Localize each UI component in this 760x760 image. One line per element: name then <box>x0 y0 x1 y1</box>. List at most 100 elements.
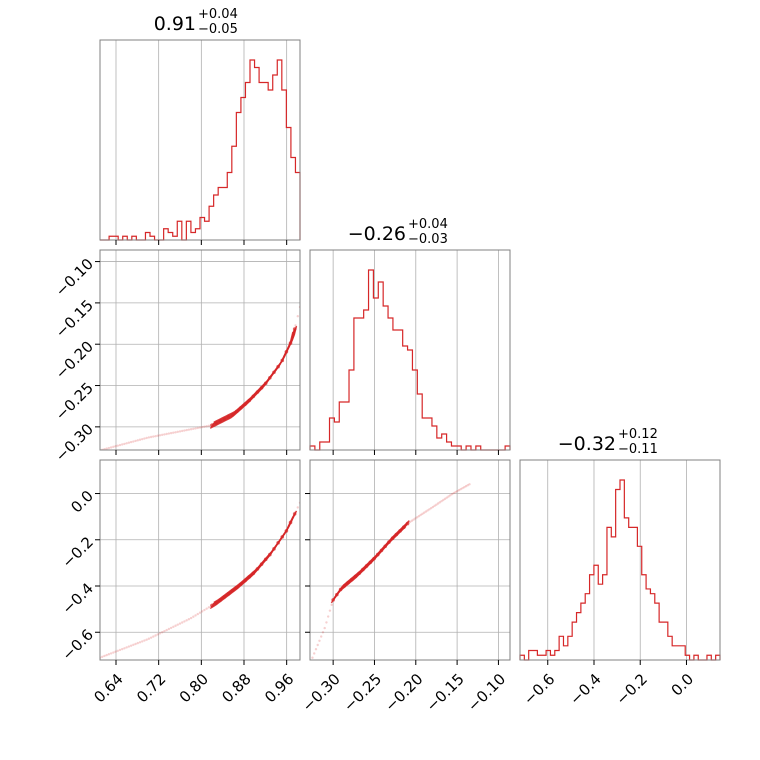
x-tick-label-1-4: −0.10 <box>464 670 509 715</box>
core-point-2-1-16 <box>361 567 365 572</box>
sample-point-2-1-67 <box>428 508 431 511</box>
core-point-2-0-20 <box>251 571 256 576</box>
sample-point-2-0-19 <box>141 640 144 643</box>
sample-point-1-0-46 <box>201 425 204 429</box>
sample-point-2-1-11 <box>330 603 333 607</box>
sample-point-1-0-22 <box>147 436 151 439</box>
sample-point-2-1-6 <box>321 631 325 634</box>
sample-point-2-1-83 <box>456 489 459 493</box>
sample-point-2-1-79 <box>449 494 452 497</box>
core-point-2-0-14 <box>239 582 243 586</box>
histogram-2 <box>519 479 721 661</box>
core-point-2-1-18 <box>364 564 369 568</box>
sample-point-2-1-89 <box>466 484 469 487</box>
sample-point-2-0-5 <box>109 652 113 655</box>
sample-point-2-1-59 <box>414 517 417 520</box>
contour-line-1-0-4 <box>209 331 294 429</box>
sample-point-2-1-1 <box>313 652 316 655</box>
x-tick-label-2-2: −0.2 <box>612 670 650 708</box>
sample-point-2-0-33 <box>172 625 175 629</box>
core-point-2-1-8 <box>346 580 350 585</box>
sample-point-2-1-5 <box>320 635 323 638</box>
sample-point-1-0-47 <box>203 425 206 428</box>
sample-point-2-0-22 <box>147 637 151 640</box>
sample-point-2-1-2 <box>314 648 318 651</box>
core-point-2-0-28 <box>268 552 272 557</box>
sample-point-2-1-66 <box>426 509 429 512</box>
sample-point-2-0-15 <box>132 643 135 647</box>
sample-point-2-0-32 <box>169 626 173 630</box>
scatter-panel-2-0 <box>100 501 300 659</box>
contour-line-2-0-0 <box>213 510 298 604</box>
y-tick-label-1-0: −0.30 <box>52 420 97 465</box>
panel-title-minus-2: −0.11 <box>618 442 658 457</box>
core-point-2-0-10 <box>230 588 235 593</box>
core-point-1-0-20 <box>251 394 256 399</box>
core-point-1-0-40 <box>292 327 297 331</box>
sample-point-2-0-14 <box>129 644 133 647</box>
x-tick-label-0-1: 0.72 <box>133 670 169 706</box>
contour-line-2-0-1 <box>212 512 297 605</box>
sample-point-2-0-37 <box>181 621 184 624</box>
core-point-2-0-4 <box>218 598 223 602</box>
core-point-2-1-4 <box>338 587 343 592</box>
core-point-2-1-28 <box>383 544 388 549</box>
sample-point-1-0-36 <box>178 430 182 433</box>
sample-point-2-0-16 <box>134 642 137 646</box>
sample-point-2-0-18 <box>138 641 142 644</box>
sample-point-1-0-39 <box>185 428 188 432</box>
sample-point-1-0-19 <box>141 437 144 441</box>
sample-point-2-1-0 <box>311 656 314 659</box>
sample-point-1-0-13 <box>127 441 131 444</box>
x-tick-label-0-3: 0.88 <box>218 670 254 706</box>
core-point-2-0-40 <box>292 512 297 516</box>
core-point-2-1-40 <box>405 521 410 526</box>
sample-point-1-0-7 <box>114 445 117 448</box>
sample-point-2-0-36 <box>178 622 182 625</box>
sample-point-1-0-25 <box>154 434 157 438</box>
sample-point-2-0-10 <box>121 647 124 651</box>
sample-point-2-1-81 <box>452 491 455 495</box>
panel-title-minus-1: −0.03 <box>408 232 448 247</box>
sample-point-1-0-40 <box>187 428 191 431</box>
sample-point-2-0-17 <box>136 641 139 645</box>
sample-point-2-0-8 <box>116 649 119 653</box>
core-point-2-0-0 <box>210 603 214 608</box>
sample-point-1-0-35 <box>176 430 179 434</box>
sample-point-2-1-65 <box>424 510 428 513</box>
sample-point-1-0-8 <box>116 444 119 447</box>
sample-point-2-0-25 <box>154 634 157 637</box>
grid-layer <box>100 40 687 660</box>
sample-point-1-0-9 <box>118 443 122 447</box>
contour-line-2-0-2 <box>211 513 296 607</box>
sample-point-1-0-14 <box>129 440 133 444</box>
sample-point-1-0-4 <box>107 446 111 450</box>
panel-title-value-0: 0.91 <box>154 13 196 35</box>
core-point-2-0-6 <box>222 595 227 599</box>
contour-line-1-0-0 <box>213 325 298 423</box>
x-tick-label-1-2: −0.20 <box>381 670 426 715</box>
sample-point-2-0-40 <box>187 618 191 621</box>
sample-point-1-0-12 <box>125 442 128 445</box>
y-tick-label-2-2: −0.2 <box>59 533 97 571</box>
core-point-1-0-18 <box>247 398 251 403</box>
sample-point-2-1-62 <box>419 513 422 517</box>
sample-point-1-0-37 <box>181 429 184 433</box>
core-point-2-1-2 <box>335 592 339 597</box>
panel-frame-2-0 <box>99 459 301 661</box>
sample-point-2-0-46 <box>201 610 204 613</box>
core-point-2-1-30 <box>387 540 391 544</box>
core-point-2-1-20 <box>368 560 373 565</box>
contour-line-1-0-1 <box>212 327 297 425</box>
sample-point-2-1-7 <box>323 626 326 630</box>
sample-point-2-0-47 <box>203 608 206 612</box>
core-point-2-0-12 <box>235 585 239 590</box>
sample-point-2-1-85 <box>459 487 462 491</box>
sample-point-1-0-38 <box>183 429 186 432</box>
core-point-1-0-6 <box>222 417 227 421</box>
sample-point-2-1-10 <box>328 609 332 612</box>
sample-point-2-1-76 <box>443 497 447 501</box>
sample-point-2-0-38 <box>183 620 186 623</box>
sample-point-1-0-6 <box>112 445 115 449</box>
panel-title-value-2: −0.32 <box>558 433 616 455</box>
